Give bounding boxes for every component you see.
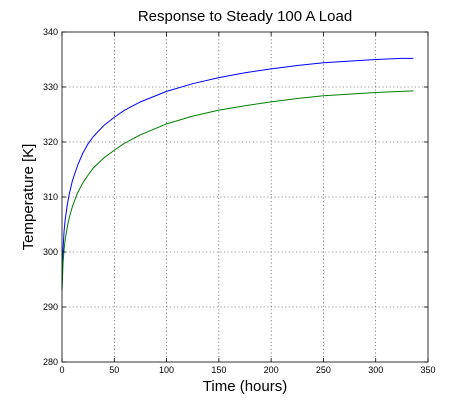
x-tick-label: 150	[211, 365, 226, 375]
y-tick-label: 290	[43, 302, 58, 312]
x-tick-label: 300	[368, 365, 383, 375]
grid-lines	[62, 32, 428, 362]
y-tick-label: 280	[43, 357, 58, 367]
x-axis-label: Time (hours)	[203, 378, 287, 395]
y-tick-label: 320	[43, 137, 58, 147]
plot-area	[62, 32, 428, 362]
y-tick-label: 340	[43, 27, 58, 37]
series-layer	[61, 57, 414, 291]
x-tick-label: 200	[264, 365, 279, 375]
x-tick-label: 0	[59, 365, 64, 375]
x-tick-label: 100	[159, 365, 174, 375]
y-tick-label: 310	[43, 192, 58, 202]
y-tick-label: 300	[43, 247, 58, 257]
y-axis-label: Temperature [K]	[20, 144, 37, 251]
series-line-2	[61, 90, 414, 291]
y-tick-label: 330	[43, 82, 58, 92]
axis-ticks: 0 50 100 150 200 250 300 350 280 290 300 310 320 330 3…	[43, 27, 436, 375]
chart-title: Response to Steady 100 A Load	[138, 8, 352, 25]
x-tick-label: 250	[316, 365, 331, 375]
series-line-1	[61, 57, 414, 288]
x-tick-label: 350	[420, 365, 435, 375]
x-tick-label: 50	[109, 365, 119, 375]
